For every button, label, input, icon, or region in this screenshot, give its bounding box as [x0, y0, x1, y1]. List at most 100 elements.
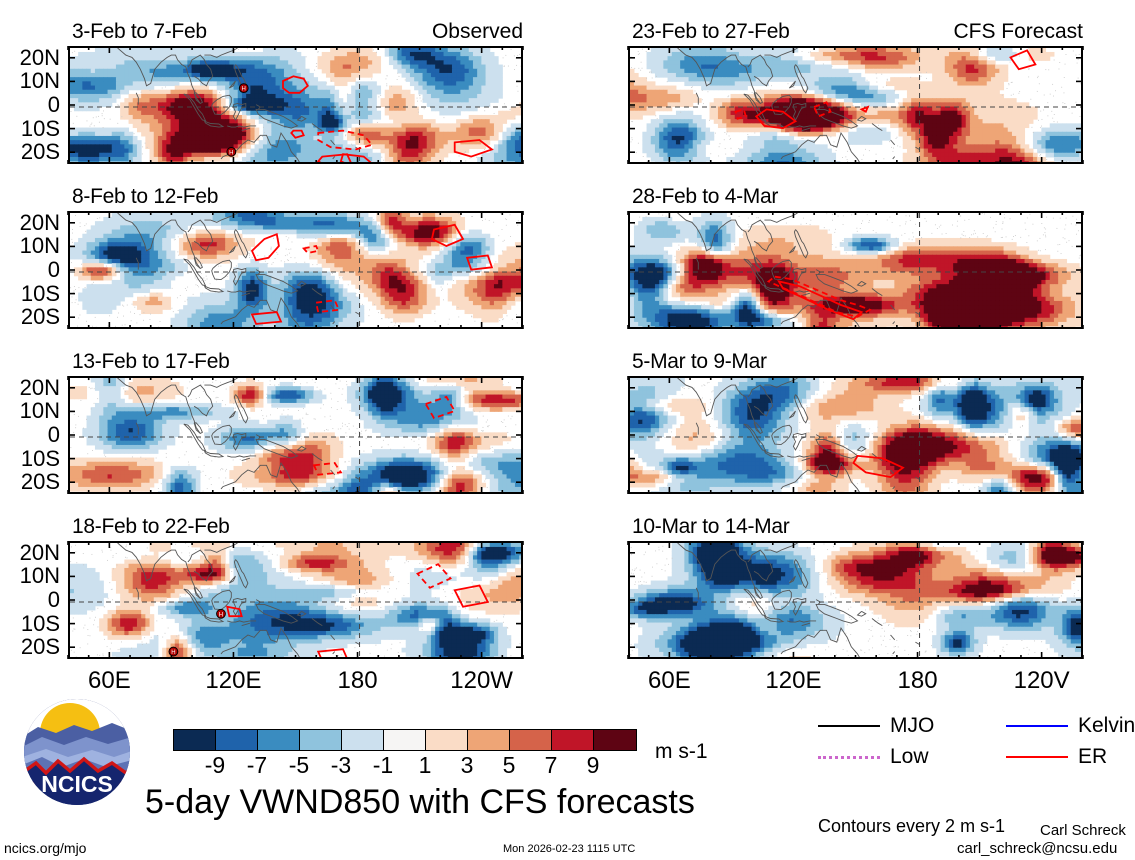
colorbar-swatch — [468, 730, 510, 750]
coastlines — [677, 543, 920, 657]
stipple-texture — [70, 213, 521, 327]
anomaly-shading — [70, 48, 521, 162]
map-panel: 18-Feb to 22-Feb H H — [67, 515, 524, 659]
panel-title: 5-Mar to 9-Mar — [632, 350, 767, 374]
column-header: CFS Forecast — [953, 20, 1083, 44]
legend-label: Low — [890, 745, 929, 769]
y-axis-tick-label: 0 — [0, 259, 60, 281]
svg-text:H: H — [229, 150, 233, 156]
panel-title: 3-Feb to 7-Feb — [72, 20, 207, 44]
colorbar-swatch — [384, 730, 426, 750]
colorbar-swatch — [300, 730, 342, 750]
y-axis-tick-label: 20N — [0, 541, 60, 564]
coastlines — [117, 543, 360, 657]
colorbar-tick-label: -7 — [236, 752, 278, 779]
contour-note: Contours every 2 m s-1 — [818, 816, 1005, 837]
panel-title: 8-Feb to 12-Feb — [72, 185, 218, 209]
anomaly-shading — [70, 378, 521, 492]
colorbar-swatch — [216, 730, 258, 750]
colorbar-swatch — [510, 730, 552, 750]
legend-label: ER — [1078, 745, 1107, 769]
colorbar-tick-label: 3 — [446, 752, 488, 779]
figure-title: 5-day VWND850 with CFS forecasts — [145, 783, 695, 822]
er-wave-contours — [852, 454, 905, 479]
er-wave-contours — [312, 395, 457, 476]
legend-swatch-er — [1006, 756, 1068, 758]
panel-title: 18-Feb to 22-Feb — [72, 515, 230, 539]
panel-title: 13-Feb to 17-Feb — [72, 350, 230, 374]
map-panel: 8-Feb to 12-Feb — [67, 185, 524, 329]
map-area — [68, 376, 523, 494]
legend-label: MJO — [890, 714, 934, 738]
anomaly-shading — [70, 213, 521, 327]
y-axis-tick-label: 0 — [0, 589, 60, 611]
panel-title: 10-Mar to 14-Mar — [632, 515, 790, 539]
y-axis-tick-label: 10S — [0, 117, 60, 140]
map-panel: 23-Feb to 27-Feb CFS Forecast — [627, 20, 1084, 164]
stipple-texture — [630, 543, 1079, 657]
colorbar-tick-label: -5 — [278, 752, 320, 779]
x-axis-tick-label: 120V — [1004, 669, 1080, 693]
stipple-texture — [630, 48, 1081, 162]
y-axis-tick-label: 10S — [0, 447, 60, 470]
colorbar-swatch — [426, 730, 468, 750]
colorbar-tick-label: 7 — [530, 752, 572, 779]
x-axis-tick-label: 60E — [631, 669, 707, 693]
colorbar-tick-label: 9 — [572, 752, 614, 779]
svg-text:H: H — [242, 87, 246, 93]
panel-grid: 3-Feb to 7-Feb Observed H H 20N 10N 0 10S 20S 8-F… — [0, 20, 1084, 693]
ncics-logo: NCICS — [22, 697, 132, 807]
x-axis-tick-label: 60E — [71, 669, 147, 693]
colorbar-swatch — [552, 730, 594, 750]
coastlines — [677, 48, 920, 162]
x-axis-tick-label: 120W — [444, 669, 520, 693]
er-wave-contours — [766, 275, 873, 321]
colorbar-tick-label: -3 — [320, 752, 362, 779]
column-header: Observed — [432, 20, 523, 44]
map-panel: 5-Mar to 9-Mar — [627, 350, 1084, 494]
er-wave-contours — [250, 223, 494, 325]
y-axis-tick-label: 20N — [0, 46, 60, 69]
x-axis-tick-label: 180 — [880, 669, 956, 693]
colorbar-swatch — [594, 730, 636, 750]
colorbar-tick-label: -9 — [194, 752, 236, 779]
legend-swatch-low — [818, 756, 880, 759]
map-area — [628, 211, 1083, 329]
credit-email: carl_schreck@ncsu.edu — [957, 840, 1117, 857]
map-panel: 10-Mar to 14-Mar — [627, 515, 1084, 659]
colorbar-swatch — [342, 730, 384, 750]
footer-timestamp: Mon 2026-02-23 1115 UTC — [503, 843, 635, 855]
map-area — [628, 46, 1083, 164]
legend-swatch-kelvin-x2 — [1006, 725, 1068, 727]
anomaly-shading — [630, 48, 1081, 162]
colorbar-unit-label: m s-1 — [655, 740, 708, 764]
y-axis-tick-label: 20N — [0, 376, 60, 399]
colorbar-tick-label: 1 — [404, 752, 446, 779]
er-wave-contours — [282, 75, 494, 162]
anomaly-shading — [630, 213, 1081, 327]
legend-swatch-mjo — [818, 725, 880, 727]
colorbar — [173, 729, 637, 751]
anomaly-shading — [630, 378, 1081, 492]
x-axis-tick-label: 120E — [755, 669, 831, 693]
tropical-cyclone-symbols: HH — [226, 83, 249, 157]
y-axis-tick-label: 10N — [0, 70, 60, 92]
y-axis-tick-label: 20S — [0, 306, 60, 328]
colorbar-tick-label: 5 — [488, 752, 530, 779]
coastlines — [117, 213, 360, 327]
colorbar-swatch — [258, 730, 300, 750]
map-area — [628, 541, 1083, 659]
panel-title: 28-Feb to 4-Mar — [632, 185, 778, 209]
anomaly-shading — [630, 543, 1081, 657]
y-axis-tick-label: 10N — [0, 565, 60, 587]
credit-name: Carl Schreck — [1040, 822, 1126, 839]
tropical-cyclone-symbols: HH — [168, 608, 226, 657]
colorbar-tick-label: -1 — [362, 752, 404, 779]
er-wave-contours — [226, 563, 490, 657]
y-axis-tick-label: 10N — [0, 235, 60, 257]
y-axis-tick-label: 20S — [0, 141, 60, 163]
y-axis-tick-label: 10S — [0, 282, 60, 305]
y-axis-tick-label: 0 — [0, 94, 60, 116]
